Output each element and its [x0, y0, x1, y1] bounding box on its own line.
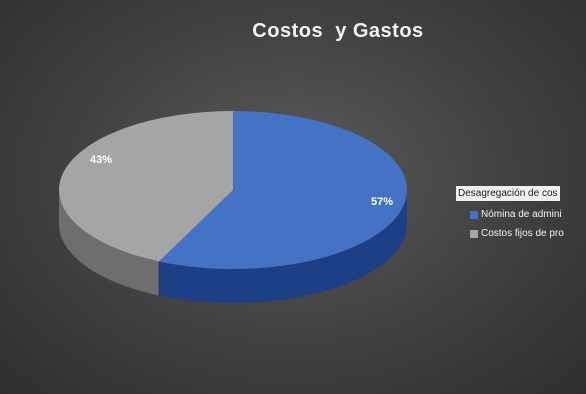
legend-item-nomina: Nómina de admini — [470, 209, 586, 220]
legend-label-nomina: Nómina de admini — [481, 209, 562, 220]
legend: Desagregación de cos Nómina de admini Co… — [452, 186, 586, 239]
slice-side-nomina — [158, 190, 407, 303]
slice-top-costos-fijos — [58, 110, 234, 262]
chart-title: Costos y Gastos — [252, 20, 424, 42]
slice-top-nomina — [158, 111, 407, 269]
slice-side-costos-fijos — [59, 190, 159, 296]
legend-swatch-costos-fijos — [470, 229, 478, 238]
legend-item-costos-fijos: Costos fijos de pro — [470, 228, 586, 239]
legend-title: Desagregación de cos — [456, 186, 560, 201]
data-label-costos-fijos: 43% — [90, 154, 112, 166]
legend-swatch-nomina — [470, 210, 478, 219]
data-label-nomina: 57% — [371, 196, 393, 208]
legend-label-costos-fijos: Costos fijos de pro — [481, 228, 564, 239]
